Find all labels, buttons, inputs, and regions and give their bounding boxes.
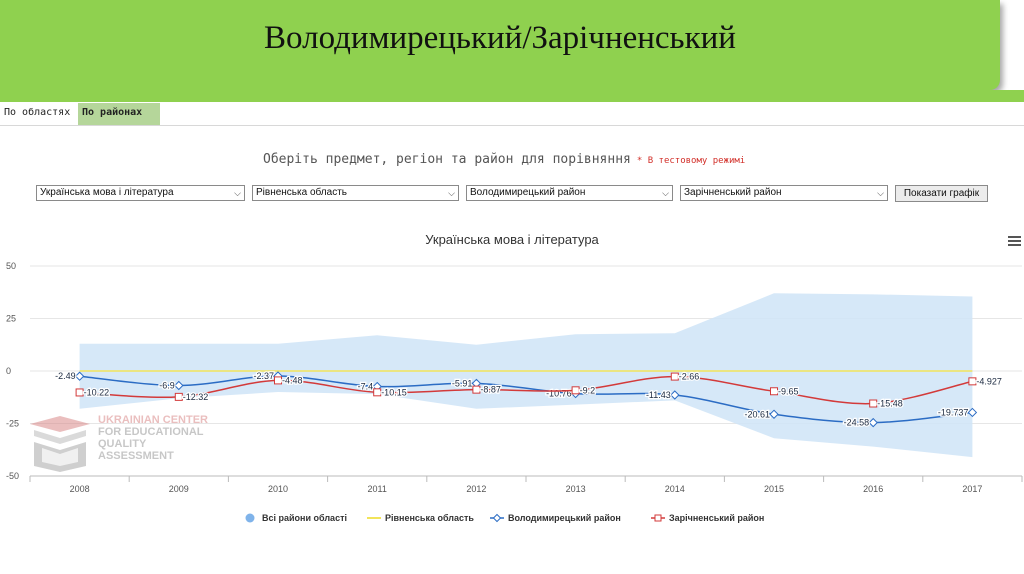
page-title: Володимирецький/Зарічненський (264, 20, 736, 56)
y-tick-label: 25 (6, 314, 16, 324)
show-chart-button[interactable]: Показати графік (895, 185, 988, 202)
chevron-down-icon: ⌵ (234, 188, 241, 198)
x-tick-label: 2012 (466, 484, 486, 494)
legend-marker-square (654, 514, 662, 522)
y-tick-label: 50 (6, 261, 16, 271)
point-district2 (274, 376, 282, 385)
region-select[interactable]: Рівненська область ⌵ (252, 185, 459, 201)
data-label-district2: -4.927 (976, 376, 1002, 386)
x-tick-label: 2014 (665, 484, 685, 494)
tab-bar: По областях По районах (0, 103, 1024, 126)
legend-marker-diamond (492, 513, 502, 523)
point-district2 (968, 377, 977, 386)
point-district2 (174, 392, 183, 401)
data-label-district1: -24.58 (844, 418, 870, 428)
ucqa-logo-icon (30, 416, 90, 472)
point-district1 (174, 380, 184, 391)
district1-select[interactable]: Володимирецький район ⌵ (466, 185, 673, 201)
data-label-district2: -10.22 (84, 387, 110, 397)
y-tick-label: -50 (6, 471, 19, 481)
subject-select[interactable]: Українська мова і література ⌵ (36, 185, 245, 201)
x-tick-label: 2015 (764, 484, 784, 494)
district1-select-value: Володимирецький район (470, 187, 586, 198)
legend-marker-band (245, 513, 255, 523)
point-district1 (769, 409, 779, 419)
data-label-district2: -9.2 (580, 385, 596, 395)
data-label-district1: -20.61 (744, 409, 770, 419)
selection-prompt: Оберіть предмет, регіон та район для пор… (263, 152, 745, 167)
data-label-district1: -7.4 (358, 382, 374, 392)
data-label-district1: -5.91 (452, 378, 473, 388)
chevron-down-icon: ⌵ (448, 188, 455, 198)
point-district1 (74, 371, 85, 381)
legend-label: Володимирецький район (508, 513, 621, 523)
data-label-district1: -6.9 (159, 380, 175, 390)
data-label-district1: -19.737 (938, 407, 969, 417)
point-district2 (670, 372, 679, 381)
point-district2 (571, 386, 580, 395)
tab-by-districts[interactable]: По районах (78, 103, 160, 125)
data-label-district1: -2.37 (253, 371, 274, 381)
chevron-down-icon: ⌵ (877, 188, 884, 198)
point-district1 (967, 407, 978, 418)
x-tick-label: 2017 (962, 484, 982, 494)
data-label-district1: -2.49 (55, 371, 76, 381)
y-tick-label: 0 (6, 366, 11, 376)
y-tick-label: -25 (6, 419, 19, 429)
test-mode-note: * В тестовому режимі (636, 156, 746, 166)
data-label-district1: -11.43 (646, 390, 671, 400)
tab-by-regions[interactable]: По областях (0, 103, 78, 125)
legend-label: Всі райони області (262, 513, 347, 523)
x-tick-label: 2013 (566, 484, 586, 494)
data-label-district2: -15.48 (877, 399, 903, 409)
hamburger-menu-icon[interactable] (1008, 236, 1021, 247)
x-tick-label: 2011 (368, 484, 387, 494)
watermark-text: UKRAINIAN CENTER FOR EDUCATIONAL QUALITY… (98, 414, 208, 462)
subject-select-value: Українська мова і література (40, 187, 174, 198)
data-label-district2: -9.65 (778, 386, 799, 396)
point-district2 (770, 387, 778, 396)
data-label-district2: -12.32 (183, 392, 209, 402)
title-banner: Володимирецький/Зарічненський (0, 0, 1000, 90)
x-tick-label: 2016 (863, 484, 883, 494)
point-district1 (670, 390, 680, 400)
district2-select[interactable]: Зарічненський район ⌵ (680, 185, 888, 201)
region-select-value: Рівненська область (256, 187, 347, 198)
series-line-district2 (79, 375, 973, 405)
point-district2 (869, 399, 878, 408)
chevron-down-icon: ⌵ (662, 188, 669, 198)
series-line-district1 (79, 375, 973, 424)
point-district2 (472, 385, 481, 394)
x-tick-label: 2010 (268, 484, 288, 494)
band-all-districts (79, 293, 973, 458)
header-strip (0, 90, 1024, 102)
ucqa-watermark: UKRAINIAN CENTER FOR EDUCATIONAL QUALITY… (30, 412, 220, 474)
point-district2 (75, 388, 84, 397)
district2-select-value: Зарічненський район (684, 187, 782, 198)
chart-title: Українська мова і література (425, 232, 599, 247)
data-label-district2: -10.15 (381, 387, 407, 397)
legend-label: Рівненська область (385, 513, 474, 523)
point-district1 (868, 417, 878, 428)
legend-label: Зарічненський район (669, 513, 764, 523)
data-label-district2: -8.87 (480, 385, 501, 395)
point-district2 (373, 388, 382, 397)
x-tick-label: 2009 (169, 484, 189, 494)
data-label-district2: -4.48 (282, 375, 303, 385)
x-tick-label: 2008 (70, 484, 90, 494)
data-label-district2: -2.66 (679, 372, 700, 382)
prompt-text: Оберіть предмет, регіон та район для пор… (263, 152, 631, 167)
